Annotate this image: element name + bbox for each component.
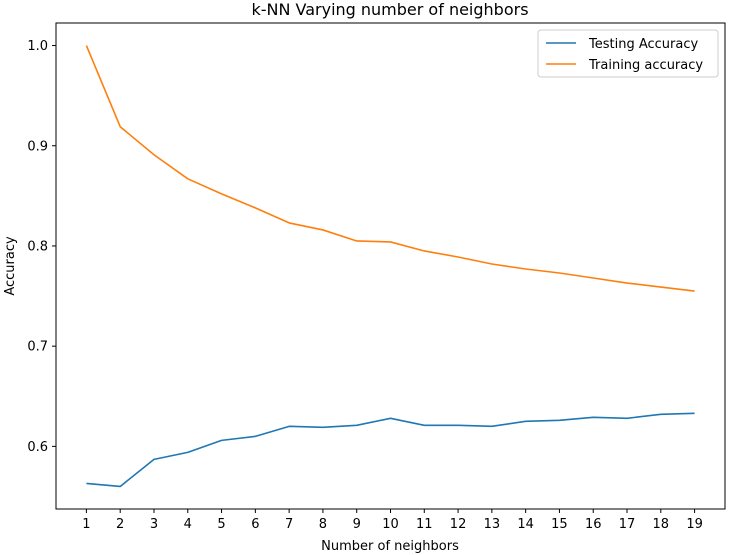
x-tick-label: 17 [619, 517, 636, 532]
x-tick-label: 11 [416, 517, 433, 532]
x-tick-label: 15 [551, 517, 568, 532]
y-tick-label: 0.8 [27, 239, 48, 254]
x-tick-label: 12 [450, 517, 467, 532]
x-tick-label: 10 [382, 517, 399, 532]
x-tick-label: 8 [319, 517, 327, 532]
y-tick-label: 0.6 [27, 440, 48, 455]
x-tick-label: 4 [184, 517, 192, 532]
x-tick-label: 18 [653, 517, 670, 532]
legend-label-0: Testing Accuracy [588, 37, 698, 52]
x-axis-title: Number of neighbors [321, 539, 459, 554]
x-tick-label: 1 [82, 517, 90, 532]
x-tick-label: 7 [285, 517, 293, 532]
y-tick-label: 0.9 [27, 139, 48, 154]
legend: Testing Accuracy Training accuracy [537, 29, 719, 78]
legend-box [537, 29, 719, 78]
legend-label-1: Training accuracy [588, 58, 703, 73]
y-tick-label: 1.0 [27, 39, 48, 54]
y-axis: 0.6 0.7 0.8 0.9 1.0 [27, 39, 56, 455]
x-axis: 1 2 3 4 5 6 7 8 9 10 11 12 13 14 15 16 17 18 19 [82, 509, 703, 532]
y-tick-label: 0.7 [27, 340, 48, 355]
y-axis-title: Accuracy [3, 236, 18, 296]
x-tick-label: 5 [217, 517, 225, 532]
series-line-1 [85, 45, 695, 292]
x-tick-label: 6 [251, 517, 259, 532]
x-tick-label: 16 [585, 517, 602, 532]
x-tick-label: 2 [116, 517, 124, 532]
x-tick-label: 3 [150, 517, 158, 532]
x-tick-label: 9 [353, 517, 361, 532]
chart-title: k-NN Varying number of neighbors [251, 0, 528, 19]
plot-area [85, 45, 695, 488]
x-tick-label: 19 [686, 517, 703, 532]
series-line-0 [86, 412, 695, 488]
x-tick-label: 13 [484, 517, 501, 532]
plot-frame [55, 22, 726, 510]
x-tick-label: 14 [517, 517, 534, 532]
